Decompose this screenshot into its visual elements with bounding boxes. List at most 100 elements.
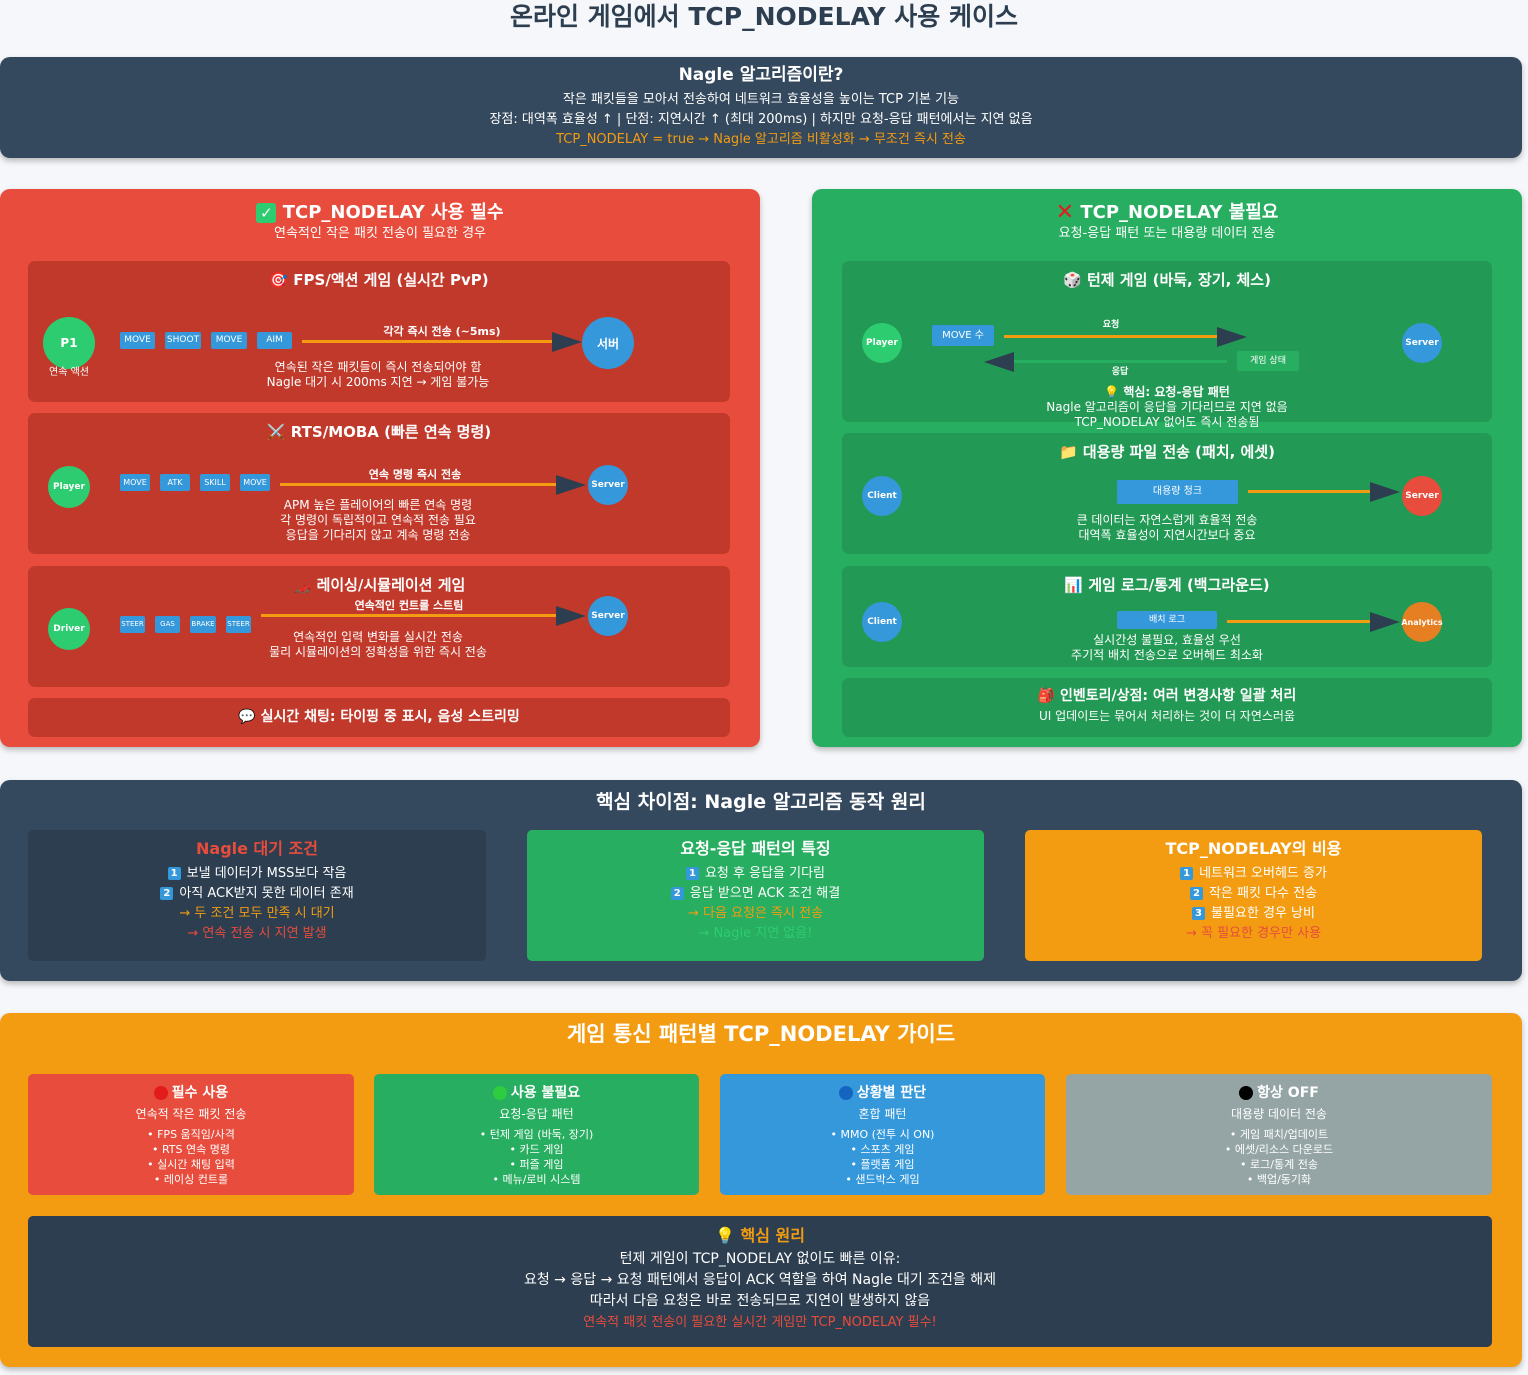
cross-icon: ✕: [1055, 200, 1075, 225]
rts-packet-4: MOVE: [240, 474, 270, 491]
principle-line3: 따라서 다음 요청은 바로 전송되므로 지연이 발생하지 않음: [589, 1293, 931, 1309]
log-arrow: [1227, 620, 1372, 623]
list-item: • 실시간 채팅 입력: [147, 1158, 235, 1171]
not-needed-panel: ✕ TCP_NODELAY 불필요 요청-응답 패턴 또는 대용량 데이터 전송…: [812, 189, 1522, 747]
turn-req-arrow: [1004, 335, 1219, 338]
core-col3-item3: 3 불필요한 경우 낭비: [1025, 904, 1482, 924]
fps-desc: 연속된 작은 패킷들이 즉시 전송되어야 함 Nagle 대기 시 200ms …: [158, 360, 598, 390]
green-circle-icon: [492, 1086, 507, 1100]
guide-card-subtitle: 대용량 데이터 전송: [1231, 1107, 1327, 1121]
fps-arrow-label: 각각 즉시 전송 (~5ms): [383, 325, 501, 338]
racing-heading: 🏎️ 레이싱/시뮬레이션 게임: [292, 576, 466, 594]
racing-card: 🏎️ 레이싱/시뮬레이션 게임 Driver STEER GAS BRAKE S…: [28, 566, 730, 687]
list-item: • 에셋/리소스 다운로드: [1224, 1143, 1334, 1156]
fps-arrowhead: [552, 332, 582, 352]
principle-line2: 요청 → 응답 → 요청 패턴에서 응답이 ACK 역할을 하여 Nagle 대…: [523, 1272, 997, 1288]
guide-card-subtitle: 연속적 작은 패킷 전송: [135, 1107, 247, 1121]
guide-card-title: 사용 불필요: [510, 1085, 581, 1101]
turn-desc: 💡 핵심: 요청-응답 패턴 Nagle 알고리즘이 응답을 기다리므로 지연 …: [942, 385, 1392, 430]
fps-desc-1: 연속된 작은 패킷들이 즉시 전송되어야 함: [274, 360, 482, 374]
core-col3-item1: 1 네트워크 오버헤드 증가: [1025, 864, 1482, 884]
file-client-node: Client: [862, 476, 902, 516]
rts-desc-2: 각 명령이 독립적이고 연속적 전송 필요: [280, 513, 476, 527]
fps-heading: 🎯 FPS/액션 게임 (실시간 PvP): [269, 271, 489, 289]
chat-card: 💬 실시간 채팅: 타이핑 중 표시, 음성 스트리밍: [28, 698, 730, 737]
turn-card: 🎲 턴제 게임 (바둑, 장기, 체스) Player MOVE 수 요청 게임…: [842, 261, 1492, 429]
core-col-cost: TCP_NODELAY의 비용 1 네트워크 오버헤드 증가 2 작은 패킷 다수 …: [1025, 830, 1482, 961]
file-server-node: Server: [1402, 476, 1442, 516]
guide-card-subtitle: 요청-응답 패턴: [499, 1107, 574, 1121]
rts-client-node: Player: [48, 466, 90, 508]
inventory-desc: UI 업데이트는 묶어서 처리하는 것이 더 자연스러움: [1038, 709, 1295, 723]
number-2-icon: 2: [160, 887, 174, 900]
racing-desc-2: 물리 시뮬레이션의 정확성을 위한 즉시 전송: [269, 645, 487, 659]
guide-card-title: 항상 OFF: [1257, 1085, 1319, 1101]
core-panel: 핵심 차이점: Nagle 알고리즘 동작 원리 Nagle 대기 조건 1 보낼…: [0, 780, 1522, 981]
red-circle-icon: [153, 1086, 168, 1100]
turn-client-node: Player: [862, 323, 902, 363]
list-item: • 플랫폼 게임: [850, 1158, 915, 1171]
not-needed-heading: TCP_NODELAY 불필요: [1080, 202, 1279, 223]
rts-desc-3: 응답을 기다리지 않고 계속 명령 전송: [285, 528, 471, 542]
fps-packet-2: SHOOT: [165, 332, 201, 349]
nagle-heading: Nagle 알고리즘이란?: [678, 65, 844, 85]
page-title: 온라인 게임에서 TCP_NODELAY 사용 케이스: [509, 2, 1019, 31]
racing-server-node: Server: [588, 596, 628, 636]
turn-resp-arrow: [1014, 360, 1227, 363]
racing-arrow-label: 연속적인 컨트롤 스트림: [354, 599, 464, 612]
turn-req-arrowhead: [1217, 327, 1247, 347]
core-col2-item3: → 다음 요청은 즉시 전송: [687, 906, 824, 921]
fps-packet-3: MOVE: [211, 332, 247, 349]
core-heading: 핵심 차이점: Nagle 알고리즘 동작 원리: [596, 791, 926, 813]
list-item: • 샌드박스 게임: [845, 1173, 920, 1186]
file-desc: 큰 데이터는 자연스럽게 효율적 전송 대역폭 효율성이 지연시간보다 중요: [942, 513, 1392, 543]
fps-card: 🎯 FPS/액션 게임 (실시간 PvP) P1 연속 액션 MOVE SHOO…: [28, 261, 730, 402]
rts-arrow-label: 연속 명령 즉시 전송: [368, 468, 462, 481]
turn-resp-arrowhead: [984, 352, 1014, 372]
core-col1-heading: Nagle 대기 조건: [196, 839, 318, 858]
number-1-icon: 1: [167, 867, 181, 880]
log-heading: 📊 게임 로그/통계 (백그라운드): [1064, 576, 1270, 594]
guide-panel: 게임 통신 패턴별 TCP_NODELAY 가이드 필수 사용 연속적 작은 패…: [0, 1013, 1522, 1367]
rts-arrowhead: [556, 475, 586, 495]
turn-desc-1: Nagle 알고리즘이 응답을 기다리므로 지연 없음: [1046, 400, 1288, 414]
turn-resp-label: 응답: [1111, 367, 1129, 377]
rts-heading: ⚔️ RTS/MOBA (빠른 연속 명령): [266, 423, 492, 441]
list-item: • RTS 연속 명령: [151, 1143, 230, 1156]
log-desc-2: 주기적 배치 전송으로 오버헤드 최소화: [1071, 648, 1263, 662]
number-1-icon: 1: [1180, 867, 1194, 880]
core-col2-item2: 2 응답 받으면 ACK 조건 해결: [527, 884, 984, 904]
racing-desc: 연속적인 입력 변화를 실시간 전송 물리 시뮬레이션의 정확성을 위한 즉시 …: [158, 630, 598, 660]
fps-arrow: [302, 340, 552, 343]
racing-packet-1: STEER: [120, 616, 145, 633]
blue-circle-icon: [838, 1086, 853, 1100]
turn-packet: MOVE 수: [932, 325, 994, 346]
principle-line4: 연속적 패킷 전송이 필요한 실시간 게임만 TCP_NODELAY 필수!: [583, 1315, 937, 1330]
list-item: • 퍼즐 게임: [509, 1158, 564, 1171]
list-item: • MMO (전투 시 ON): [830, 1128, 935, 1141]
log-desc-1: 실시간성 불필요, 효율성 우선: [1093, 633, 1241, 647]
rts-packet-2: ATK: [160, 474, 190, 491]
file-desc-1: 큰 데이터는 자연스럽게 효율적 전송: [1076, 513, 1258, 527]
required-panel: ✓ TCP_NODELAY 사용 필수 연속적인 작은 패킷 전송이 필요한 경…: [0, 189, 760, 747]
core-col-nagle: Nagle 대기 조건 1 보낼 데이터가 MSS보다 작음 2 아직 ACK받지 …: [28, 830, 486, 961]
nagle-line1: 작은 패킷들을 모아서 전송하여 네트워크 효율성을 높이는 TCP 기본 기능: [562, 92, 960, 107]
turn-resp-packet: 게임 상태: [1237, 351, 1299, 371]
log-arrowhead: [1370, 612, 1400, 632]
core-col-request-response: 요청-응답 패턴의 특징 1 요청 후 응답을 기다림 2 응답 받으면 ACK 조…: [527, 830, 984, 961]
core-col2-item1: 1 요청 후 응답을 기다림: [527, 864, 984, 884]
core-col3-heading: TCP_NODELAY의 비용: [1165, 839, 1342, 858]
file-card: 📁 대용량 파일 전송 (패치, 에셋) Client 대용량 청크 Serve…: [842, 433, 1492, 554]
guide-heading: 게임 통신 패턴별 TCP_NODELAY 가이드: [566, 1022, 956, 1046]
list-item: • 레이싱 컨트롤: [153, 1173, 229, 1186]
not-needed-subtitle: 요청-응답 패턴 또는 대용량 데이터 전송: [1058, 226, 1276, 241]
list-item: • FPS 움직임/사격: [147, 1128, 235, 1141]
log-client-node: Client: [862, 602, 902, 642]
turn-key: 💡 핵심: 요청-응답 패턴: [1104, 385, 1230, 399]
black-circle-icon: [1239, 1086, 1254, 1100]
nagle-panel: Nagle 알고리즘이란? 작은 패킷들을 모아서 전송하여 네트워크 효율성을…: [0, 57, 1522, 158]
log-desc: 실시간성 불필요, 효율성 우선 주기적 배치 전송으로 오버헤드 최소화: [942, 633, 1392, 663]
rts-card: ⚔️ RTS/MOBA (빠른 연속 명령) Player MOVE ATK S…: [28, 413, 730, 554]
principle-box: 💡 핵심 원리 턴제 게임이 TCP_NODELAY 없이도 빠른 이유: 요청…: [28, 1216, 1492, 1347]
rts-desc-1: APM 높은 플레이어의 빠른 연속 명령: [283, 498, 473, 512]
